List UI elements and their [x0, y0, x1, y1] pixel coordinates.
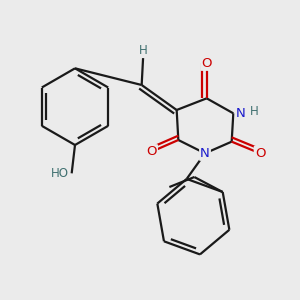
Text: H: H — [139, 44, 148, 57]
Text: H: H — [250, 105, 259, 118]
Text: HO: HO — [51, 167, 69, 180]
Text: O: O — [146, 145, 157, 158]
Text: N: N — [236, 107, 245, 120]
Text: O: O — [201, 57, 212, 70]
Text: N: N — [200, 147, 210, 160]
Text: O: O — [255, 147, 265, 160]
